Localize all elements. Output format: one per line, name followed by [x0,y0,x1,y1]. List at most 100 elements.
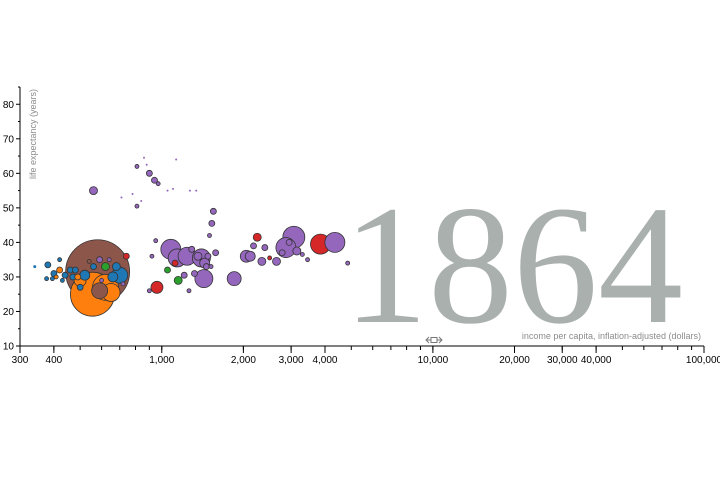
country-bubble[interactable] [155,181,161,187]
country-bubble[interactable] [345,260,351,266]
country-bubble[interactable] [204,252,212,260]
country-bubble[interactable] [151,176,158,184]
country-bubble[interactable] [207,233,212,238]
country-bubble[interactable] [131,193,134,196]
country-bubble[interactable] [208,220,216,227]
country-bubble[interactable] [226,271,242,287]
country-bubble[interactable] [74,273,82,281]
bubbles-layer [33,156,351,317]
x-tick-label: 400 [46,355,63,366]
country-bubble[interactable] [305,257,310,263]
country-bubble[interactable] [252,232,262,242]
country-bubble[interactable] [145,169,153,177]
country-bubble[interactable] [79,269,91,281]
country-bubble[interactable] [324,231,346,253]
country-bubble[interactable] [140,199,143,202]
y-tick-label: 40 [3,238,15,249]
country-bubble[interactable] [149,253,155,259]
country-bubble[interactable] [194,269,214,289]
y-tick-label: 20 [3,307,15,318]
country-bubble[interactable] [56,266,64,274]
y-tick-label: 80 [3,100,15,111]
drag-handle-icon[interactable] [425,336,443,344]
country-bubble[interactable] [145,163,148,166]
country-bubble[interactable] [278,249,286,257]
country-bubble[interactable] [96,256,104,264]
country-bubble[interactable] [180,271,188,279]
country-bubble[interactable] [250,242,257,250]
country-bubble[interactable] [175,158,178,161]
country-bubble[interactable] [101,262,110,271]
country-bubble[interactable] [91,282,109,300]
x-tick-label: 2,000 [231,355,256,366]
y-tick-label: 50 [3,203,15,214]
country-bubble[interactable] [76,283,84,291]
y-tick-label: 30 [3,272,15,283]
country-bubble[interactable] [122,252,130,260]
country-bubble[interactable] [209,207,217,215]
country-bubble[interactable] [134,164,140,169]
country-bubble[interactable] [171,187,174,190]
y-tick-label: 10 [3,342,15,353]
country-bubble[interactable] [59,277,65,283]
country-bubble[interactable] [171,259,179,267]
country-bubble[interactable] [150,280,164,294]
country-bubble[interactable] [86,258,92,264]
country-bubble[interactable] [146,288,152,294]
x-tick-label: 40,000 [581,355,612,366]
country-bubble[interactable] [299,252,305,257]
y-tick-label: 70 [3,134,15,145]
country-bubble[interactable] [191,270,198,277]
x-tick-label: 10,000 [418,355,449,366]
country-bubble[interactable] [285,238,293,246]
country-bubble[interactable] [267,255,273,261]
country-bubble[interactable] [53,274,59,280]
country-bubble[interactable] [134,203,140,209]
country-bubble[interactable] [120,281,126,287]
country-bubble[interactable] [164,266,171,274]
country-bubble[interactable] [120,196,123,199]
country-bubble[interactable] [188,245,196,253]
country-bubble[interactable] [106,257,112,263]
country-bubble[interactable] [44,261,52,269]
y-axis: 10 20 30 40 50 60 70 80 [3,86,21,353]
x-tick-label: 4,000 [312,355,337,366]
country-bubble[interactable] [153,238,159,244]
country-bubble[interactable] [166,189,169,192]
country-bubble[interactable] [244,250,256,262]
country-bubble[interactable] [261,244,269,251]
country-bubble[interactable] [89,186,98,196]
country-bubble[interactable] [195,189,198,192]
country-bubble[interactable] [193,251,203,261]
x-tick-label: 300 [12,355,29,366]
country-bubble[interactable] [99,277,105,283]
country-bubble[interactable] [90,263,97,270]
country-bubble[interactable] [275,237,297,258]
country-bubble[interactable] [61,271,69,279]
country-bubble[interactable] [33,265,37,269]
country-bubble[interactable] [111,262,121,271]
country-bubble[interactable] [57,257,63,263]
x-tick-label: 3,000 [279,355,304,366]
country-bubble[interactable] [173,275,183,285]
country-bubble[interactable] [71,266,79,274]
country-bubble[interactable] [143,156,146,159]
country-bubble[interactable] [107,271,119,283]
y-axis-title: life expectancy (years) [28,89,38,179]
x-tick-label: 1,000 [149,355,174,366]
country-bubble[interactable] [272,256,281,266]
country-bubble[interactable] [292,246,302,256]
country-bubble[interactable] [188,189,191,192]
country-bubble[interactable] [212,249,220,257]
y-tick-label: 60 [3,169,15,180]
country-bubble[interactable] [186,288,192,294]
country-bubble[interactable] [49,276,55,282]
country-bubble[interactable] [44,276,49,282]
country-bubble[interactable] [208,264,214,269]
x-tick-label: 20,000 [499,355,530,366]
country-bubble[interactable] [202,263,210,270]
year-label: 1864 [343,171,683,359]
country-bubble[interactable] [257,256,267,266]
